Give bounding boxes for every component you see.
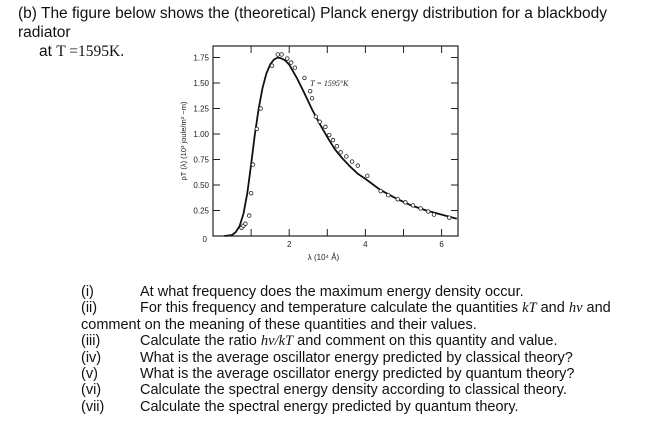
plot-frame bbox=[212, 45, 459, 237]
data-point bbox=[344, 154, 349, 159]
data-point bbox=[330, 137, 336, 143]
data-point bbox=[338, 150, 343, 155]
data-point bbox=[258, 106, 263, 111]
question-7: (vii) Calculate the spectral energy predi… bbox=[81, 398, 519, 415]
x-tick-label: 2 bbox=[287, 240, 292, 249]
question-list: (i) At what frequency does the maximum en… bbox=[81, 284, 611, 415]
planck-chart: 0.25 0.50 0.75 1.00 1.25 1.50 1.75 0 2 4 6 λ (10⁴ Å… bbox=[179, 45, 459, 262]
y-tick-label: 1.00 bbox=[193, 130, 209, 139]
data-point bbox=[302, 75, 307, 81]
intro-line-1: (b) The figure below shows the (theoreti… bbox=[18, 5, 608, 41]
question-2: (ii) For this frequency and temperature … bbox=[81, 300, 611, 333]
y-tick-label: 0.25 bbox=[193, 207, 209, 216]
data-point bbox=[269, 63, 275, 68]
data-point bbox=[418, 206, 423, 211]
data-point bbox=[355, 163, 360, 168]
data-point bbox=[426, 209, 431, 214]
y-tick-label: 1.50 bbox=[193, 79, 209, 88]
data-point bbox=[250, 162, 256, 167]
y-zero-label: 0 bbox=[203, 235, 208, 244]
question-6: (vi) Calculate the spectral energy densit… bbox=[81, 382, 567, 399]
data-point bbox=[349, 159, 355, 164]
data-point bbox=[279, 52, 284, 57]
planck-curve bbox=[224, 56, 458, 237]
y-tick-label: 0.50 bbox=[193, 181, 209, 190]
data-point bbox=[410, 203, 416, 208]
data-point bbox=[365, 173, 370, 179]
chart-area: 0.25 0.50 0.75 1.00 1.25 1.50 1.75 0 2 4 6 λ (10⁴ Å… bbox=[179, 45, 459, 262]
data-point bbox=[317, 119, 322, 124]
data-point bbox=[307, 88, 313, 94]
data-point bbox=[447, 215, 452, 220]
temperature-value: T =1595K. bbox=[56, 43, 125, 60]
data-point bbox=[248, 190, 254, 196]
data-point bbox=[395, 197, 400, 202]
data-point bbox=[285, 56, 290, 61]
y-tick-label: 1.25 bbox=[193, 105, 209, 114]
data-point bbox=[403, 200, 408, 205]
y-axis-label: ρT (λ) (10³ joule/m³ −m) bbox=[179, 101, 188, 180]
question-3: (iii) Calculate the ratio hv/kT and comme… bbox=[81, 333, 558, 350]
data-point bbox=[386, 192, 391, 198]
temperature-annotation: T = 1595°K bbox=[310, 79, 349, 88]
question-5: (v) What is the average oscillator energy… bbox=[81, 366, 575, 383]
data-point bbox=[334, 144, 340, 149]
x-tick-label: 6 bbox=[439, 240, 444, 249]
question-1: (i) At what frequency does the maximum en… bbox=[81, 284, 524, 300]
data-point bbox=[323, 124, 328, 130]
problem-intro: (b) The figure below shows the (theoreti… bbox=[18, 4, 655, 61]
intro-line-2: at T =1595K. bbox=[39, 43, 125, 60]
x-axis-label: λ (10⁴ Å) bbox=[308, 253, 340, 262]
data-point bbox=[246, 213, 252, 218]
data-point bbox=[309, 96, 315, 101]
y-tick-label: 1.75 bbox=[193, 54, 209, 63]
x-tick-label: 4 bbox=[363, 240, 368, 249]
data-point bbox=[292, 65, 298, 70]
data-point bbox=[431, 212, 437, 217]
data-point bbox=[288, 60, 294, 65]
data-point bbox=[275, 52, 280, 57]
data-point bbox=[254, 126, 260, 132]
data-point bbox=[313, 114, 319, 119]
y-tick-label: 0.75 bbox=[193, 156, 209, 165]
data-point bbox=[243, 221, 248, 226]
data-point bbox=[378, 188, 383, 194]
data-point bbox=[327, 132, 332, 138]
question-4: (iv) What is the average oscillator energ… bbox=[81, 349, 573, 366]
